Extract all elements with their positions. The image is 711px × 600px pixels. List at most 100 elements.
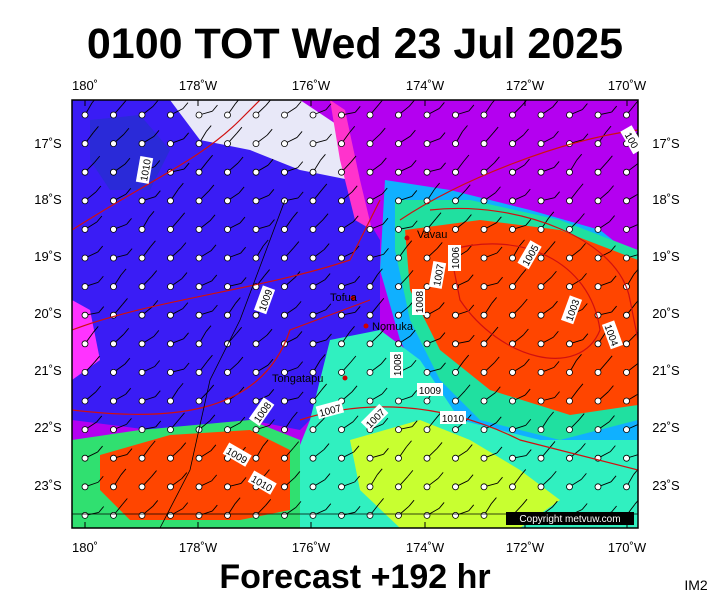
wind-barb-flag — [439, 132, 446, 139]
wind-barb-flag — [181, 472, 188, 479]
wind-barb-flag — [608, 385, 614, 392]
wind-barb-flag — [464, 184, 471, 192]
copyright: Copyright metvuw.com — [519, 514, 620, 525]
wind-barb-flag — [148, 210, 155, 218]
wind-station — [252, 340, 260, 348]
wind-barb-flag — [124, 157, 131, 165]
wind-barb-flag — [320, 154, 326, 161]
wind-barb-flag — [349, 125, 356, 133]
isobar-label: 1009 — [417, 383, 443, 397]
wind-barb-flag — [268, 189, 275, 196]
wind-barb-flag — [96, 215, 103, 223]
wind-barb-flag — [181, 272, 188, 279]
wind-barb-flag — [211, 274, 218, 282]
lon-label: 172˚W — [506, 540, 545, 555]
wind-station — [480, 140, 488, 148]
wind-barb-flag — [349, 326, 355, 333]
wind-station — [509, 254, 516, 262]
wind-barb-flag — [611, 505, 617, 513]
wind-station — [281, 140, 288, 148]
wind-station — [509, 397, 516, 405]
wind-station — [537, 426, 545, 434]
wind-station — [452, 512, 459, 519]
wind-station — [452, 225, 459, 233]
wind-station — [423, 454, 431, 462]
wind-barb-flag — [350, 155, 357, 163]
wind-barb-flag — [154, 360, 161, 367]
lat-label: 23˚S — [34, 478, 62, 493]
wind-barb-flag — [126, 418, 132, 425]
wind-station — [224, 140, 231, 148]
wind-barb-flag — [152, 500, 159, 507]
wind-station — [138, 368, 146, 376]
wind-station — [594, 111, 602, 119]
image-label: IM2 — [684, 577, 708, 593]
wind-station — [423, 426, 431, 434]
wind-station — [338, 111, 345, 119]
wind-barb-flag — [409, 329, 416, 337]
wind-barb-flag — [468, 304, 475, 312]
wind-barb-flag — [582, 103, 588, 110]
lon-label: 170˚W — [608, 78, 647, 93]
wind-barb-flag — [295, 301, 302, 308]
wind-station — [566, 225, 573, 233]
lon-label: 180˚ — [72, 78, 98, 93]
wind-station — [509, 140, 516, 148]
wind-barb-flag — [380, 357, 387, 365]
wind-station — [395, 225, 402, 233]
wind-station — [452, 426, 459, 434]
wind-station — [338, 512, 345, 519]
wind-station — [395, 512, 402, 519]
wind-station — [395, 483, 402, 491]
wind-station — [395, 168, 402, 176]
wind-barb-flag — [408, 499, 415, 507]
wind-barb-flag — [350, 355, 357, 363]
wind-barb-flag — [383, 448, 389, 455]
wind-barb-flag — [378, 100, 384, 105]
wind-barb-flag — [610, 445, 616, 452]
wind-barb-flag — [640, 248, 645, 254]
wind-station — [452, 454, 459, 462]
wind-barb-flag — [234, 497, 241, 504]
wind-station — [537, 311, 545, 319]
wind-station — [138, 225, 146, 233]
wind-station — [423, 397, 431, 405]
wind-station — [81, 254, 89, 262]
wind-station — [309, 311, 317, 319]
wind-barb-flag — [323, 443, 330, 450]
wind-barb-flag — [382, 217, 389, 225]
wind-station — [281, 426, 288, 434]
wind-station — [309, 254, 317, 262]
wind-station — [594, 483, 602, 491]
isobar-label-box — [135, 155, 154, 184]
wind-station — [281, 454, 288, 462]
wind-barb-flag — [411, 390, 418, 397]
wind-barb-flag — [434, 182, 440, 190]
wind-barb-flag — [96, 415, 103, 423]
wind-barb-flag — [548, 211, 555, 219]
wind-station — [395, 426, 402, 434]
wind-barb-flag — [496, 446, 503, 454]
wind-barb-flag — [435, 412, 442, 420]
isobar-value: 1007 — [432, 263, 447, 287]
isobar-value: 1008 — [393, 353, 404, 376]
wind-barb-flag — [212, 104, 218, 112]
wind-station — [423, 168, 431, 176]
wind-barb-flag — [95, 385, 102, 393]
wind-barb-flag — [264, 269, 270, 276]
isobar-label-box — [560, 295, 583, 325]
lon-label: 170˚W — [608, 540, 647, 555]
wind-station — [110, 283, 117, 291]
wind-barb-flag — [578, 413, 585, 420]
wind-station — [252, 512, 260, 519]
wind-barb-flag — [149, 440, 156, 448]
wind-barb-flag — [381, 187, 388, 195]
wind-station — [195, 168, 203, 176]
wind-barb-flag — [297, 161, 304, 168]
wind-barb-flag — [351, 185, 358, 193]
wind-barb-flag — [123, 327, 130, 335]
wind-barb-flag — [378, 298, 385, 305]
wind-station — [423, 111, 431, 119]
wind-station — [366, 283, 374, 291]
wind-barb-flag — [468, 504, 475, 512]
